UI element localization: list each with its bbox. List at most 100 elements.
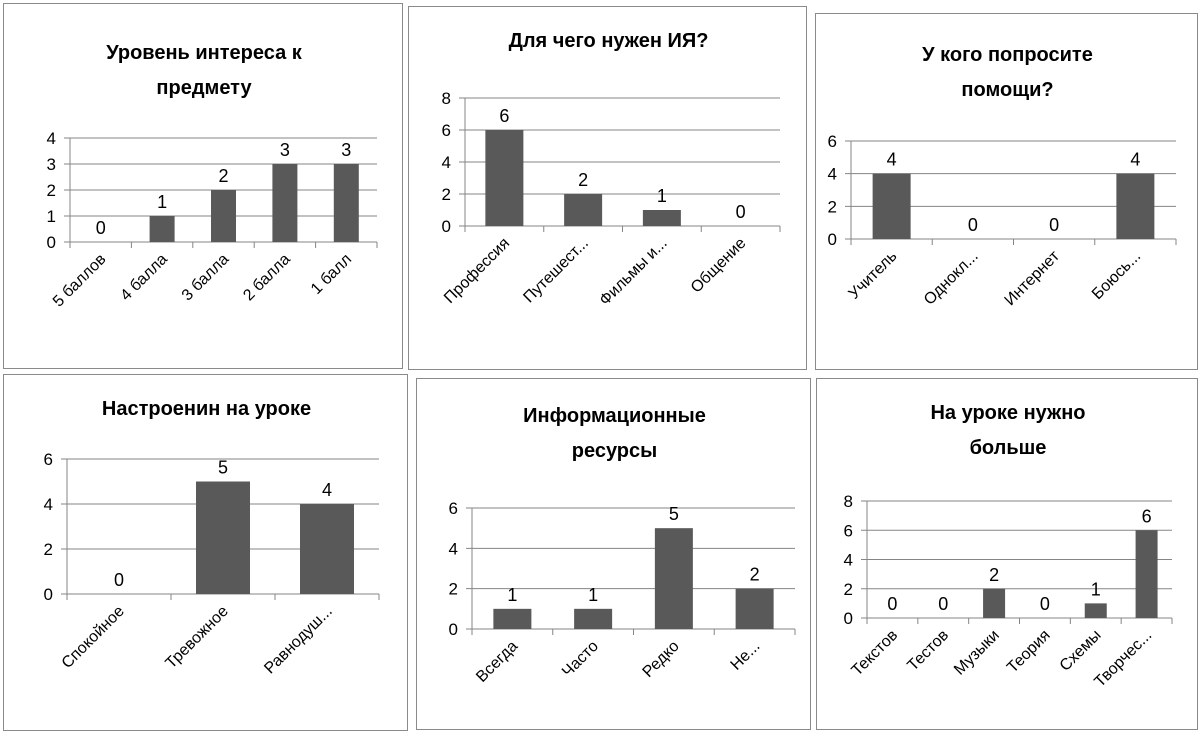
category-label: Спокойное	[59, 603, 128, 672]
chart-title-line: ресурсы	[572, 440, 657, 462]
y-tick-label: 3	[47, 155, 56, 174]
chart-panel-mood-in-class: Настроенин на уроке 0 2 4 6 0 Спокойное 5 Тревож…	[3, 374, 408, 731]
data-label: 4	[887, 150, 897, 170]
y-tick-label: 4	[449, 539, 458, 558]
data-label: 2	[218, 166, 228, 186]
y-tick-label: 2	[449, 580, 458, 599]
category-label: Равнодуш...	[261, 603, 336, 678]
data-label: 3	[280, 140, 290, 160]
bar	[735, 588, 774, 629]
data-label: 1	[657, 186, 667, 206]
y-tick-label: 8	[442, 89, 451, 108]
chart-panel-who-to-ask-help: У кого попросите помощи? 0 2 4 6 4 Учитель 0 Одно…	[815, 13, 1198, 370]
y-tick-label: 0	[442, 217, 451, 236]
chart-svg-information-resources: Информационные ресурсы 0 2 4 6 1 Всегда 1 Часто 5 Р…	[449, 405, 796, 686]
data-label: 1	[157, 192, 167, 212]
chart-title-line: больше	[970, 437, 1047, 459]
data-label: 2	[989, 565, 999, 585]
chart-svg-need-more-in-class: На уроке нужнобольше024680Текстов0Тестов…	[844, 402, 1173, 691]
category-label: Не...	[728, 638, 764, 674]
data-label: 1	[507, 585, 517, 605]
bar	[574, 608, 613, 629]
chart-title-line: помощи?	[961, 79, 1053, 101]
y-tick-label: 2	[844, 580, 853, 599]
data-label: 6	[499, 106, 509, 126]
chart-title-line: Настроенин на уроке	[102, 398, 311, 420]
category-label: Редко	[640, 638, 683, 681]
chart-svg-why-foreign-language: Для чего нужен ИЯ? 0 2 4 6 8 6 Профессия 2 Путеше…	[441, 30, 781, 309]
bar	[211, 190, 236, 242]
y-tick-label: 6	[449, 499, 458, 518]
data-label: 5	[669, 504, 679, 524]
category-label: Боюсь...	[1089, 248, 1144, 303]
data-label: 0	[736, 202, 746, 222]
y-tick-label: 4	[442, 153, 451, 172]
data-label: 0	[1049, 215, 1059, 235]
category-label: 3 балла	[179, 251, 233, 305]
category-label: Текстов	[849, 627, 902, 680]
data-label: 0	[887, 594, 897, 614]
data-label: 6	[1142, 506, 1152, 526]
category-label: Однокл...	[921, 248, 982, 309]
category-label: Тревожное	[162, 603, 231, 672]
bar	[272, 164, 298, 242]
y-tick-label: 2	[47, 181, 56, 200]
chart-title-line: У кого попросите	[922, 44, 1093, 66]
y-tick-label: 4	[844, 551, 853, 570]
chart-panel-interest-level: Уровень интереса к предмету 0 1 2 3 4 0 5 баллов…	[3, 3, 403, 369]
y-tick-label: 4	[47, 129, 56, 148]
bar	[642, 210, 681, 226]
bar	[333, 164, 359, 242]
chart-title-line: На уроке нужно	[930, 402, 1085, 424]
bar	[654, 528, 693, 629]
y-tick-label: 6	[442, 121, 451, 140]
data-label: 2	[750, 565, 760, 585]
y-tick-label: 0	[44, 585, 53, 604]
y-tick-label: 0	[828, 230, 837, 249]
data-label: 0	[1040, 594, 1050, 614]
bar	[1135, 530, 1158, 618]
y-tick-label: 0	[844, 609, 853, 628]
y-tick-label: 2	[442, 185, 451, 204]
data-label: 4	[1130, 150, 1140, 170]
y-tick-label: 0	[449, 620, 458, 639]
chart-title-line: предмету	[156, 77, 252, 99]
category-label: Интернет	[1002, 247, 1064, 309]
chart-panel-why-foreign-language: Для чего нужен ИЯ? 0 2 4 6 8 6 Профессия 2 Путеше…	[408, 6, 807, 370]
category-label: Фильмы и...	[596, 235, 670, 309]
category-label: Путешест...	[520, 235, 592, 307]
category-label: Музыки	[951, 627, 1003, 679]
bar	[1116, 173, 1155, 239]
bar	[196, 481, 250, 594]
category-label: Общение	[688, 235, 750, 297]
category-label: 1 балл	[308, 251, 355, 298]
y-tick-label: 4	[44, 495, 53, 514]
data-label: 0	[968, 215, 978, 235]
y-tick-label: 6	[844, 521, 853, 540]
bar	[1084, 603, 1107, 618]
y-tick-label: 6	[828, 132, 837, 151]
y-tick-label: 8	[844, 492, 853, 511]
bar	[872, 173, 911, 239]
chart-title-line: Уровень интереса к	[106, 42, 303, 64]
category-label: 4 балла	[117, 251, 171, 305]
category-label: Часто	[559, 638, 602, 681]
bar	[485, 130, 524, 226]
data-label: 0	[938, 594, 948, 614]
bar	[983, 588, 1006, 618]
chart-panel-information-resources: Информационные ресурсы 0 2 4 6 1 Всегда 1 Часто 5 Р…	[416, 378, 811, 730]
data-label: 2	[578, 170, 588, 190]
data-label: 4	[322, 480, 332, 500]
chart-title-line: Информационные	[523, 405, 706, 427]
bar	[149, 216, 175, 242]
y-tick-label: 4	[828, 165, 837, 184]
data-label: 3	[341, 140, 351, 160]
chart-svg-mood-in-class: Настроенин на уроке 0 2 4 6 0 Спокойное 5 Тревож…	[44, 398, 380, 678]
y-tick-label: 2	[828, 197, 837, 216]
bar	[300, 504, 354, 594]
y-tick-label: 2	[44, 540, 53, 559]
y-tick-label: 1	[47, 207, 56, 226]
bar	[493, 608, 532, 629]
data-label: 0	[96, 218, 106, 238]
